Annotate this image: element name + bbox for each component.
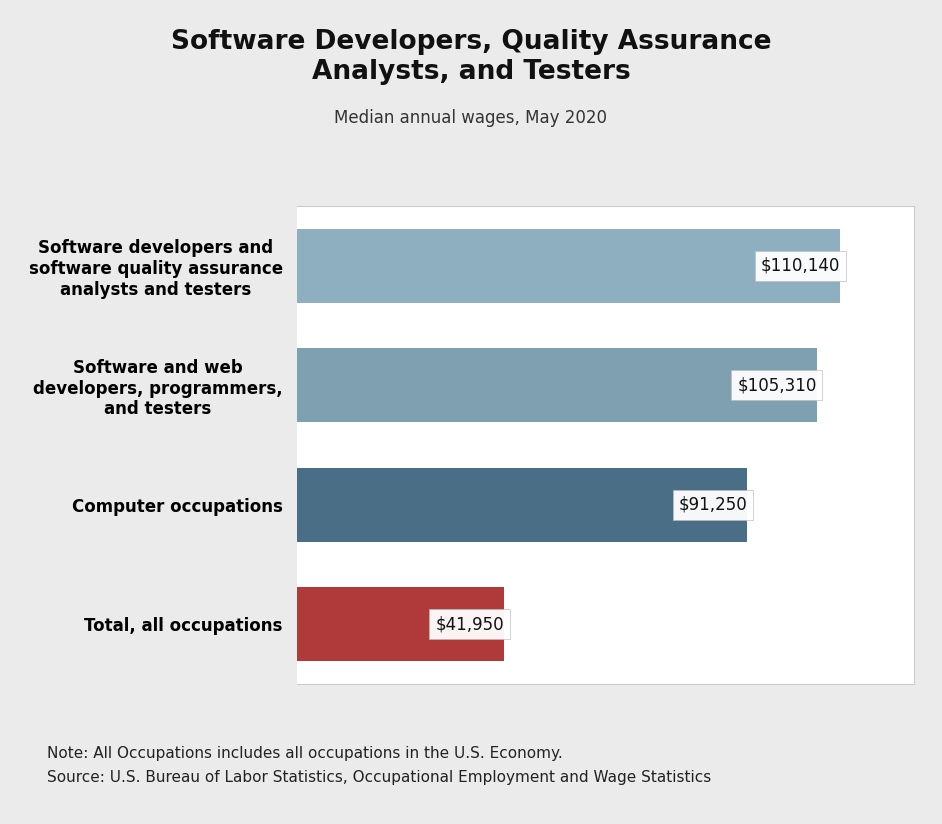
Bar: [297, 229, 840, 302]
Text: $91,250: $91,250: [678, 496, 747, 513]
Text: $110,140: $110,140: [761, 257, 840, 274]
Bar: [297, 468, 747, 541]
Text: Median annual wages, May 2020: Median annual wages, May 2020: [334, 109, 608, 127]
Bar: [297, 588, 504, 661]
Text: Software Developers, Quality Assurance
Analysts, and Testers: Software Developers, Quality Assurance A…: [171, 29, 771, 85]
Text: $41,950: $41,950: [435, 616, 504, 633]
Text: $105,310: $105,310: [738, 377, 817, 394]
Text: Note: All Occupations includes all occupations in the U.S. Economy.: Note: All Occupations includes all occup…: [47, 746, 563, 761]
Text: Source: U.S. Bureau of Labor Statistics, Occupational Employment and Wage Statis: Source: U.S. Bureau of Labor Statistics,…: [47, 770, 711, 785]
Bar: [297, 349, 817, 422]
